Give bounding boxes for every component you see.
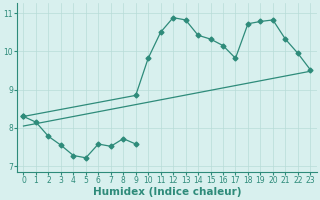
X-axis label: Humidex (Indice chaleur): Humidex (Indice chaleur): [93, 187, 241, 197]
